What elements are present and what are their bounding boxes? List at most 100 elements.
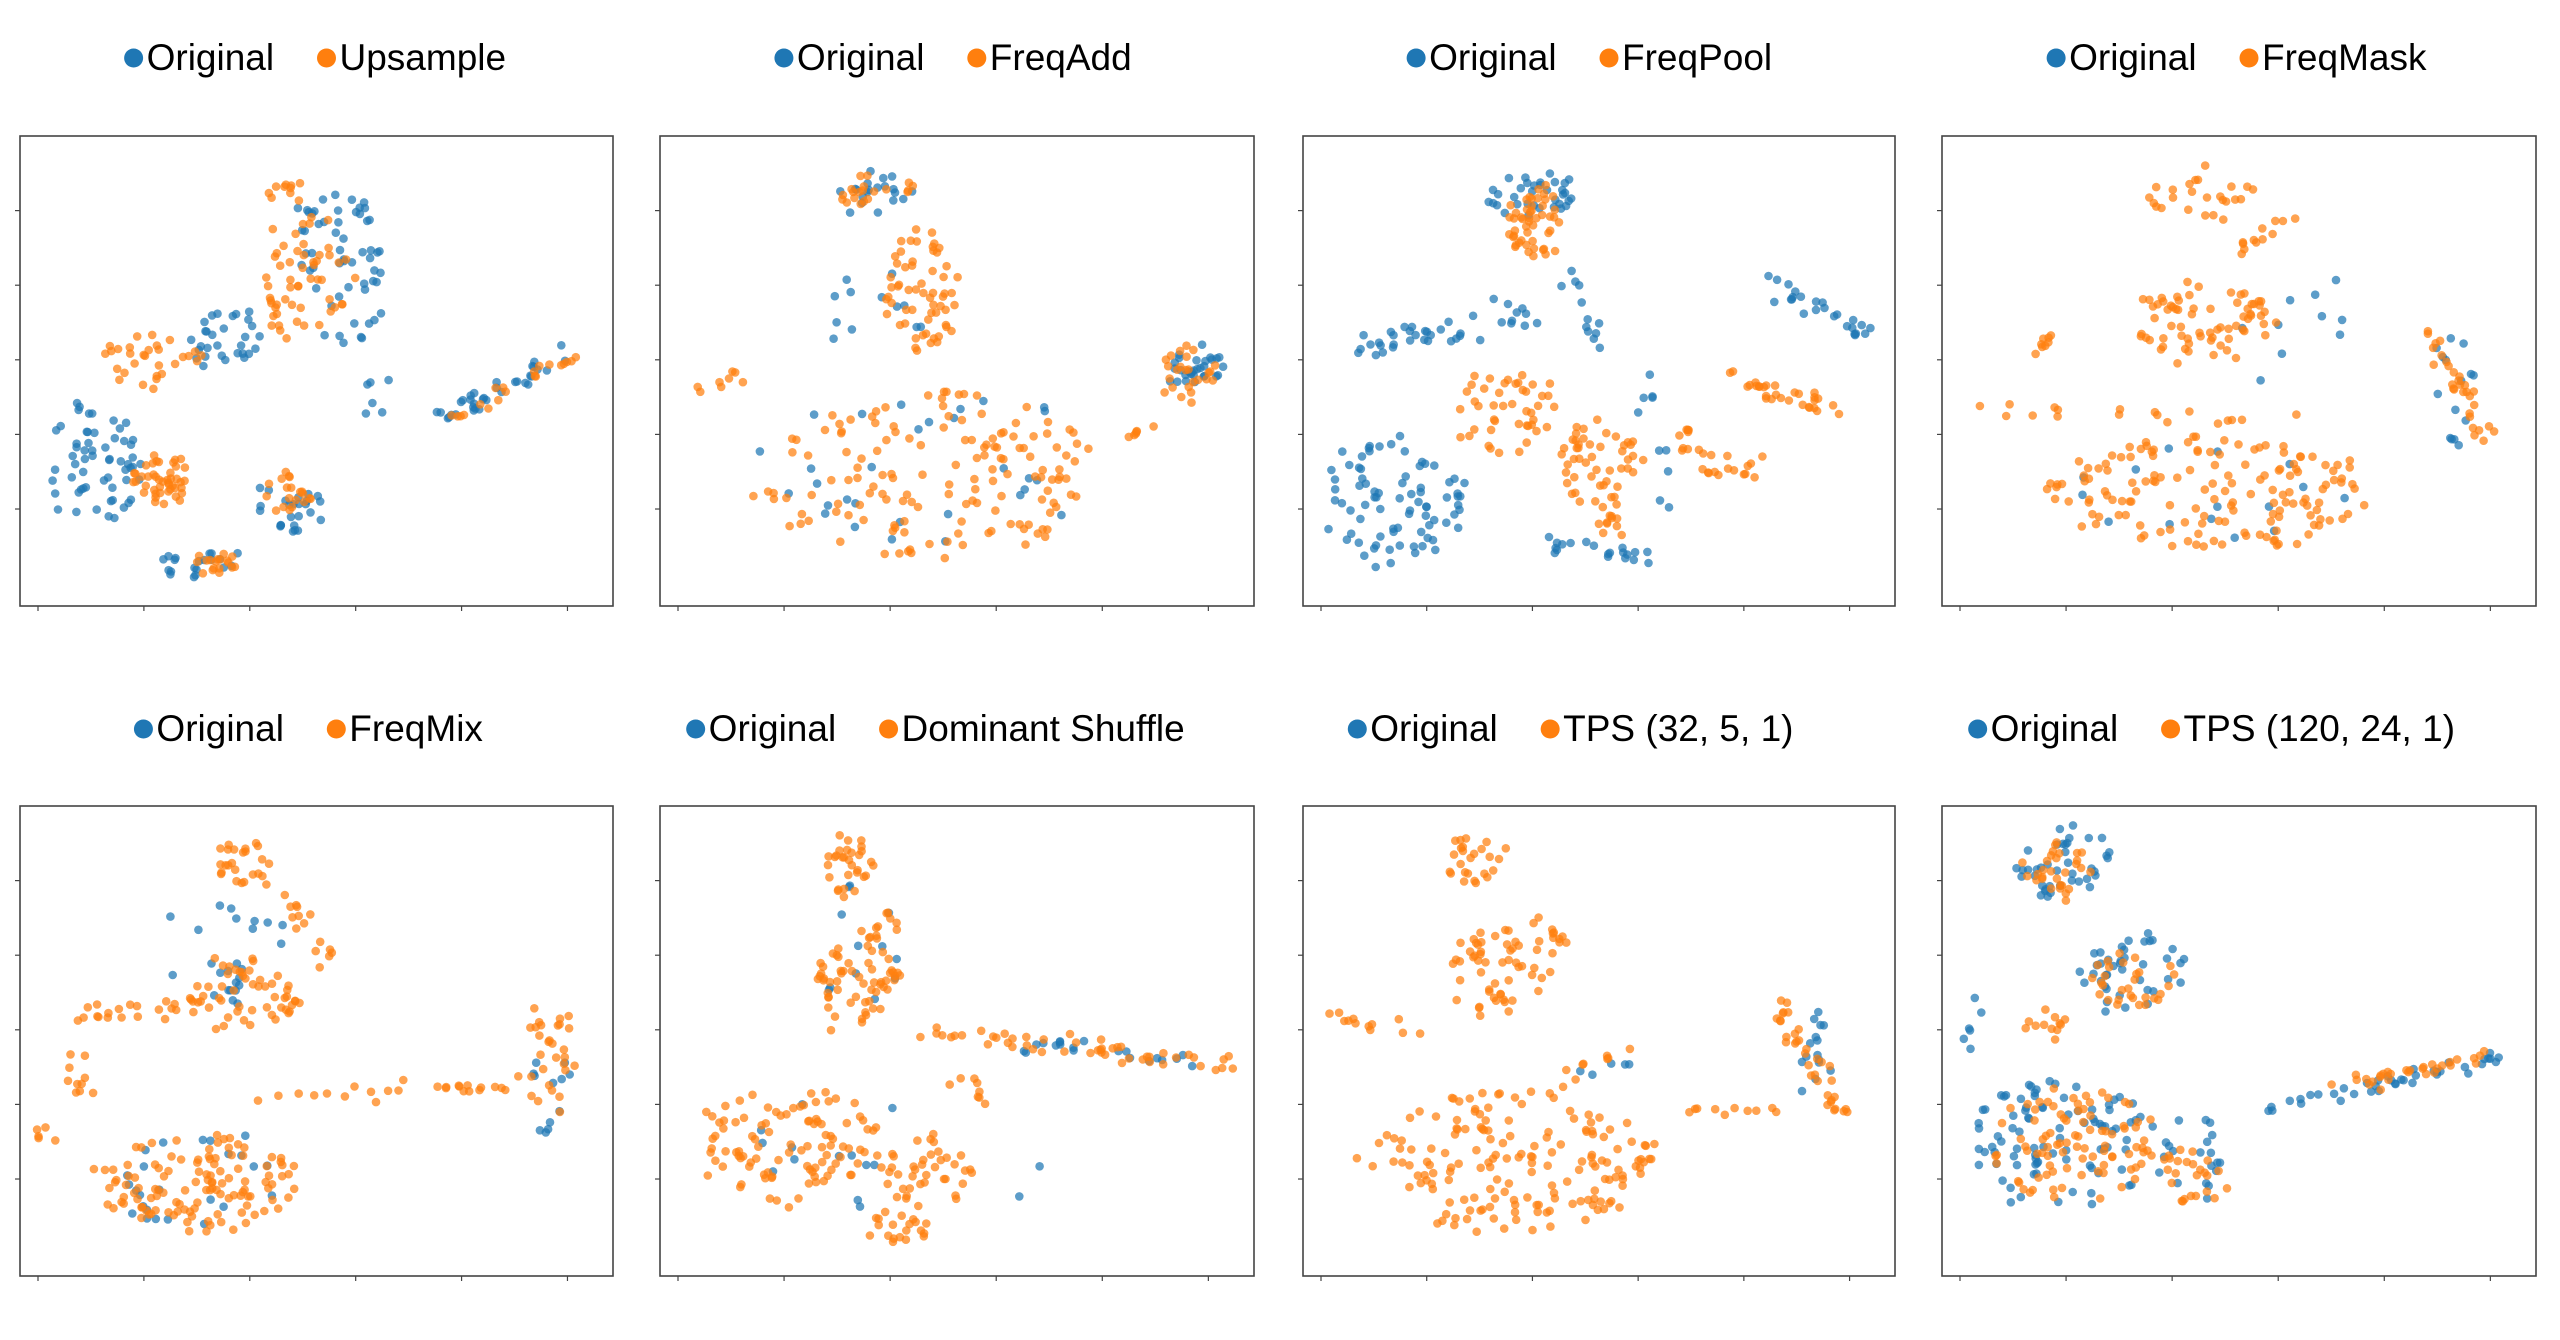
scatter-point — [1474, 1003, 1484, 1013]
scatter-point — [867, 462, 876, 472]
scatter-point — [170, 999, 179, 1009]
scatter-point — [1511, 208, 1521, 218]
scatter-point — [991, 506, 1000, 515]
scatter-point — [911, 334, 921, 343]
scatter-point — [335, 331, 344, 341]
scatter-point — [938, 292, 948, 301]
scatter-point — [2241, 460, 2250, 470]
scatter-point — [2076, 863, 2086, 873]
scatter-point — [2053, 412, 2062, 421]
scatter-point — [292, 317, 302, 327]
scatter-point — [1376, 532, 1385, 541]
scatter-point — [217, 982, 227, 991]
scatter-point — [536, 1050, 545, 1059]
legend-marker-augmented — [967, 48, 987, 68]
scatter-point — [2151, 477, 2160, 487]
scatter-point — [1038, 465, 1047, 475]
scatter-point — [2365, 1080, 2374, 1089]
scatter-point — [1043, 486, 1053, 496]
scatter-point — [788, 448, 797, 457]
scatter-point — [294, 1089, 304, 1098]
scatter-point — [2045, 1076, 2054, 1086]
scatter-point — [2236, 194, 2246, 204]
scatter-point — [1987, 1142, 1997, 1152]
scatter-point — [2202, 193, 2212, 202]
plot-frame — [1302, 805, 1896, 1277]
scatter-point — [570, 1061, 579, 1070]
scatter-point — [1523, 228, 1532, 237]
scatter-point — [1395, 1144, 1405, 1153]
scatter-point — [859, 515, 868, 525]
scatter-point — [307, 212, 316, 222]
scatter-point — [857, 1018, 867, 1027]
scatter-point — [950, 1031, 959, 1040]
scatter-point — [1791, 287, 1800, 296]
scatter-point — [290, 525, 300, 535]
scatter-point — [2469, 400, 2479, 410]
scatter-point — [2210, 1193, 2219, 1203]
scatter-point — [2247, 299, 2257, 309]
scatter-point — [330, 303, 340, 312]
scatter-point — [796, 519, 805, 529]
scatter-point — [842, 275, 851, 285]
scatter-point — [213, 1210, 222, 1219]
scatter-point — [84, 438, 93, 448]
scatter-point — [101, 443, 110, 452]
scatter-point — [896, 247, 906, 256]
scatter-point — [878, 470, 887, 480]
scatter-point — [1486, 1134, 1495, 1144]
scatter-point — [2399, 1075, 2408, 1085]
scatter-point — [2469, 387, 2479, 396]
scatter-point — [2030, 1116, 2039, 1125]
scatter-point — [2279, 448, 2289, 457]
scatter-point — [114, 1004, 124, 1014]
scatter-point — [2261, 330, 2270, 340]
scatter-point — [1518, 214, 1527, 224]
legend-label-original: Original — [2069, 37, 2197, 78]
scatter-point — [2006, 1183, 2015, 1193]
scatter-point — [547, 1086, 557, 1095]
scatter-point — [703, 1171, 713, 1180]
scatter-point — [1510, 1093, 1520, 1102]
scatter-point — [1485, 852, 1494, 862]
scatter-point — [1476, 947, 1486, 957]
scatter-point — [340, 1092, 350, 1101]
scatter-point — [121, 418, 131, 428]
scatter-point — [833, 499, 843, 509]
scatter-point — [2062, 1116, 2071, 1125]
scatter-point — [731, 1117, 740, 1127]
scatter-point — [1522, 240, 1531, 250]
scatter-point — [2093, 1167, 2103, 1176]
scatter-point — [803, 451, 813, 460]
scatter-point — [2058, 1147, 2068, 1157]
scatter-point — [257, 855, 267, 864]
scatter-point — [1550, 177, 1560, 187]
scatter-point — [855, 500, 865, 510]
plot-frame — [19, 805, 614, 1277]
scatter-point — [887, 535, 897, 544]
scatter-point — [1591, 497, 1600, 506]
scatter-point — [1521, 173, 1530, 182]
scatter-point — [296, 303, 306, 313]
scatter-point — [2249, 235, 2259, 245]
scatter-point — [881, 403, 890, 412]
scatter-point — [189, 1007, 198, 1017]
scatter-point — [832, 507, 841, 516]
scatter-point — [2226, 501, 2236, 510]
scatter-point — [1400, 447, 1410, 456]
scatter-point — [1405, 1161, 1414, 1170]
scatter-point — [867, 965, 877, 974]
scatter-point — [1550, 246, 1560, 256]
scatter-point — [2118, 958, 2128, 967]
scatter-point — [774, 1155, 783, 1165]
series-augmented — [101, 178, 581, 578]
scatter-point — [2104, 1093, 2113, 1103]
scatter-point — [216, 968, 225, 977]
legend-label-augmented: Dominant Shuffle — [902, 708, 1185, 749]
legend-marker-augmented — [1599, 48, 1619, 68]
scatter-point — [1482, 837, 1491, 847]
scatter-point — [1556, 1140, 1566, 1149]
scatter-point — [2166, 961, 2175, 971]
scatter-point — [2159, 334, 2168, 343]
scatter-point — [131, 469, 140, 478]
